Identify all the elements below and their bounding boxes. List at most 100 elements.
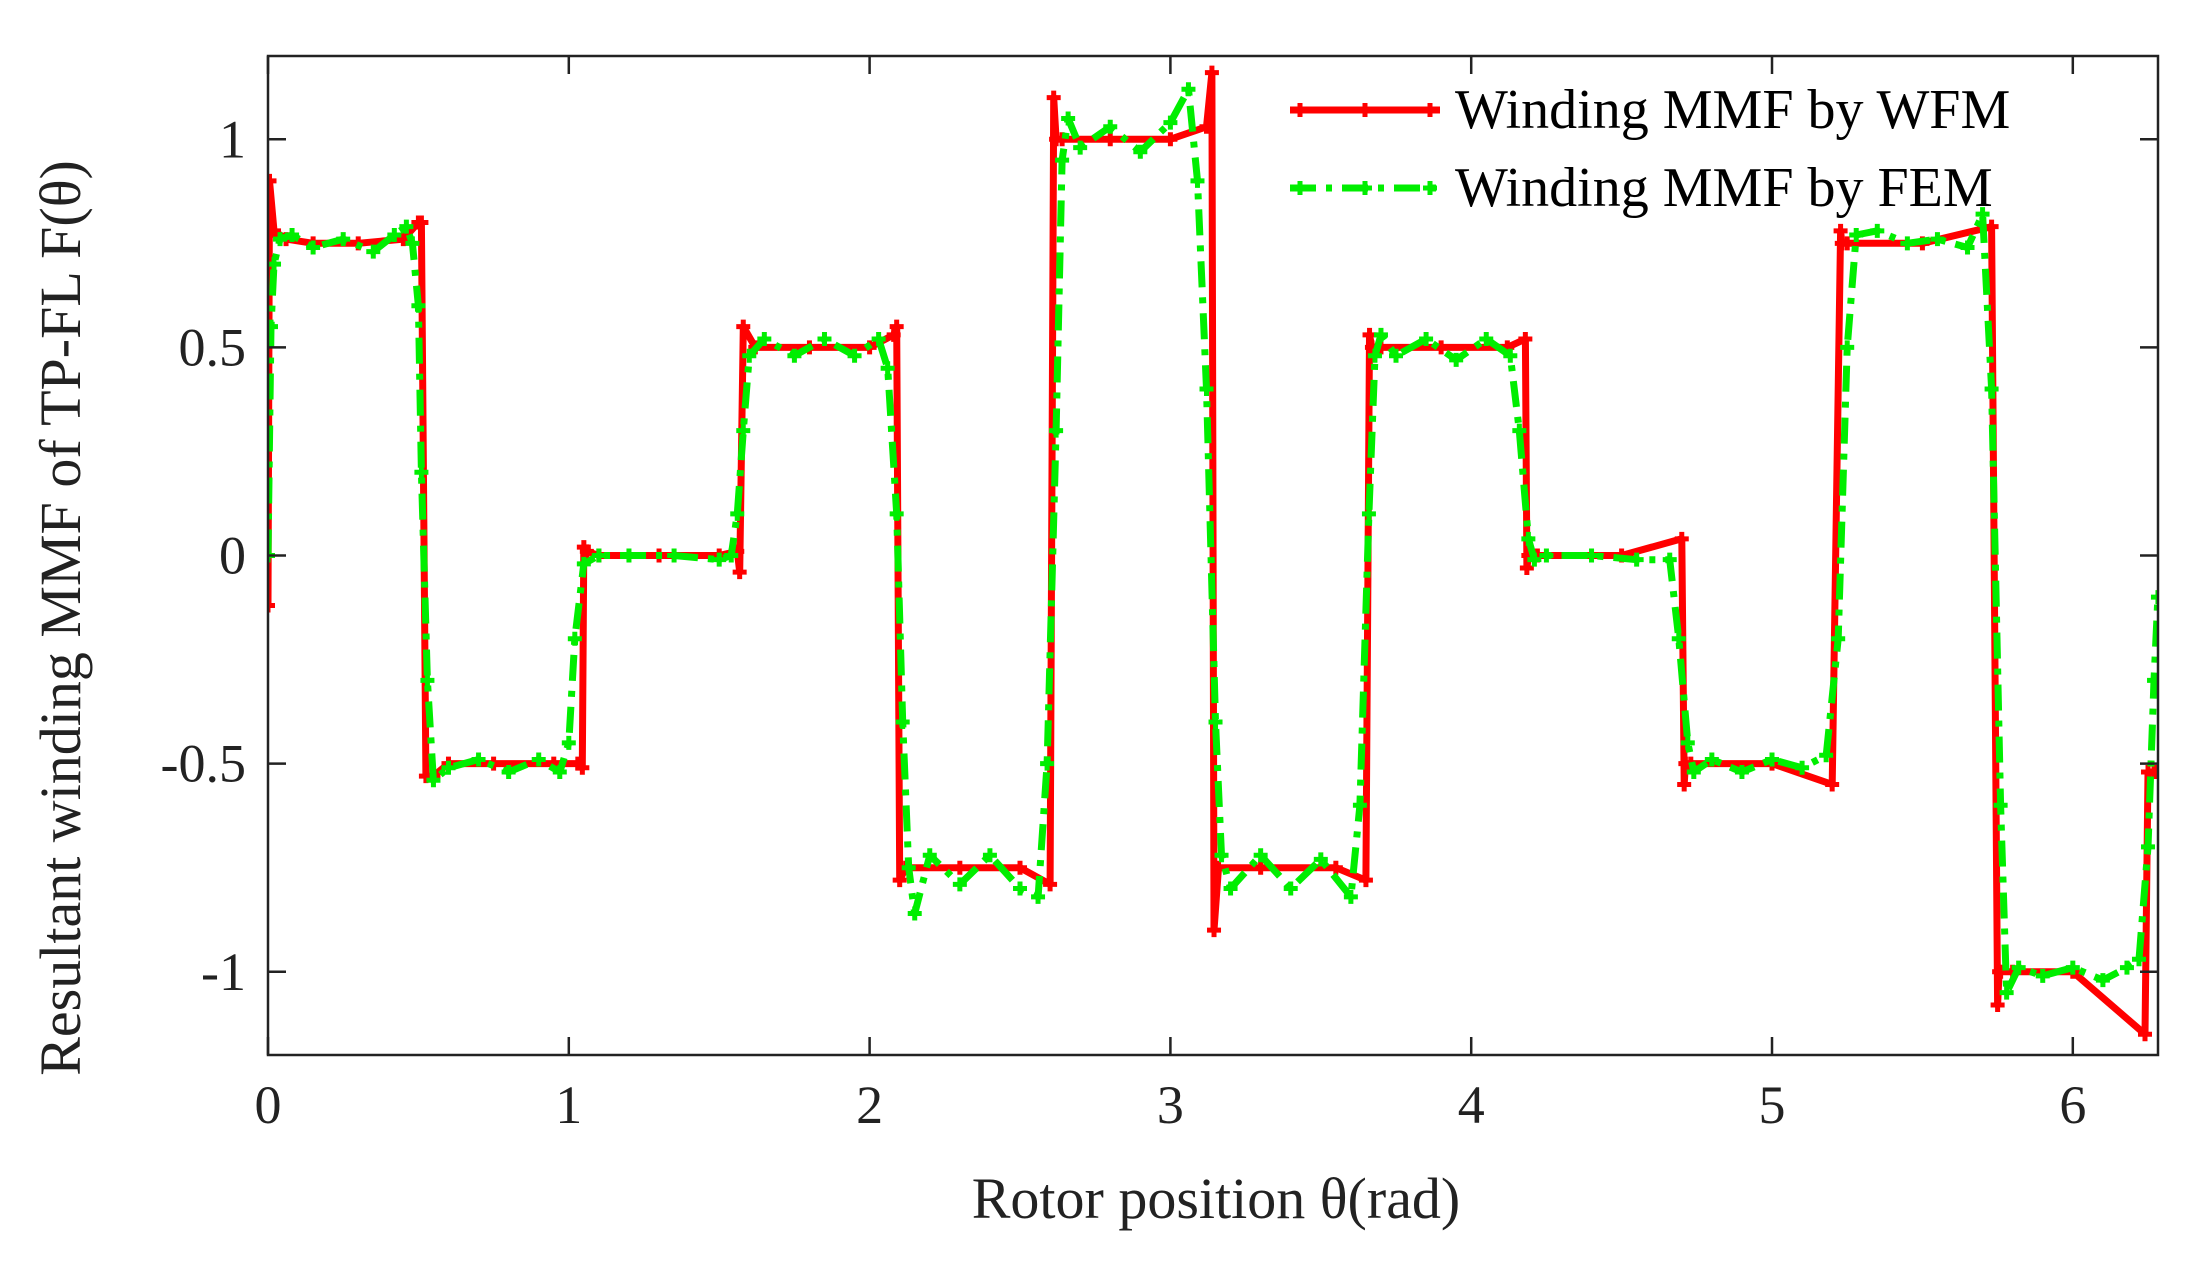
data-point	[285, 227, 300, 242]
data-point	[1521, 531, 1536, 546]
data-point	[952, 877, 967, 892]
data-point	[1984, 219, 1999, 234]
x-tick-label: 1	[555, 1075, 582, 1135]
y-tick-label: -1	[201, 942, 246, 1002]
y-tick-label: 0	[219, 526, 246, 586]
data-point	[1960, 240, 1975, 255]
data-point	[1214, 848, 1229, 863]
data-point	[1662, 552, 1677, 567]
data-point	[2065, 960, 2080, 975]
legend: Winding MMF by WFM Winding MMF by FEM	[1290, 79, 2010, 219]
data-point	[1199, 382, 1214, 396]
data-point	[907, 906, 922, 921]
data-point	[1211, 860, 1226, 875]
data-point	[1984, 382, 1999, 396]
data-point	[1043, 877, 1058, 892]
data-point	[1046, 90, 1061, 105]
data-point	[724, 548, 739, 563]
data-point	[1199, 119, 1214, 134]
legend-marker	[1423, 103, 1437, 117]
data-point	[895, 715, 910, 729]
plot-area	[268, 65, 2158, 1042]
y-tick-label: 1	[219, 109, 246, 169]
data-point	[1328, 860, 1343, 875]
data-point	[576, 556, 591, 571]
data-point	[1373, 327, 1388, 342]
data-point	[1518, 332, 1533, 347]
data-point	[1990, 998, 2005, 1013]
y-tick-label: -0.5	[161, 734, 246, 794]
data-point	[1055, 132, 1070, 147]
data-point	[1930, 232, 1945, 247]
data-point	[2095, 973, 2110, 988]
legend-entry-2: Winding MMF by FEM	[1290, 157, 1993, 219]
data-point	[268, 319, 279, 334]
data-point	[1181, 82, 1196, 97]
data-point	[901, 860, 916, 875]
legend-entry-1: Winding MMF by WFM	[1290, 79, 2010, 141]
data-point	[268, 257, 282, 272]
data-point	[871, 332, 886, 347]
data-point	[889, 506, 904, 521]
data-point	[268, 598, 275, 613]
x-tick-label: 5	[1759, 1075, 1786, 1135]
legend-label: Winding MMF by WFM	[1455, 79, 2010, 141]
x-tick-label: 3	[1157, 1075, 1184, 1135]
data-point	[1765, 752, 1780, 767]
data-point	[420, 673, 435, 688]
data-point	[1253, 848, 1268, 863]
data-point	[730, 506, 745, 521]
data-point	[1358, 873, 1373, 888]
data-point	[952, 860, 967, 875]
data-point	[1163, 115, 1178, 130]
data-point	[736, 319, 751, 334]
legend-marker	[1293, 103, 1307, 117]
data-point	[1519, 560, 1534, 575]
data-point	[1103, 119, 1118, 134]
data-point	[1840, 340, 1855, 355]
data-point	[1795, 760, 1810, 775]
data-point	[1073, 140, 1088, 155]
data-point	[1190, 173, 1205, 188]
x-tick-label: 6	[2059, 1075, 2086, 1135]
data-point	[742, 348, 757, 363]
data-point	[1479, 332, 1494, 347]
data-point	[1900, 236, 1915, 251]
data-point	[892, 873, 907, 888]
data-point	[426, 773, 441, 788]
y-axis-title: Resultant winding MMF of TP-FL F(θ)	[28, 160, 93, 1076]
data-point	[982, 848, 997, 863]
data-point	[567, 631, 582, 646]
data-point	[1049, 423, 1064, 438]
data-point	[886, 327, 901, 342]
data-point	[1449, 352, 1464, 367]
data-point	[1352, 798, 1367, 813]
data-point	[336, 232, 351, 247]
data-point	[757, 332, 772, 347]
data-point	[1539, 548, 1554, 563]
legend-marker	[1293, 181, 1307, 195]
data-point	[667, 548, 682, 563]
x-tick-label: 4	[1458, 1075, 1485, 1135]
data-point	[1734, 764, 1749, 779]
data-point	[1629, 552, 1644, 567]
data-point	[1503, 348, 1518, 363]
x-tick-label: 0	[255, 1075, 282, 1135]
data-point	[1527, 552, 1542, 567]
data-point	[399, 219, 414, 234]
data-point	[1207, 923, 1222, 938]
data-point	[1208, 715, 1223, 729]
data-point	[1055, 153, 1070, 168]
data-point	[471, 752, 486, 767]
data-point	[2138, 1027, 2153, 1042]
data-point	[1013, 881, 1028, 896]
data-point	[922, 848, 937, 863]
legend-label: Winding MMF by FEM	[1455, 157, 1993, 219]
axes: 0 1 2 3 4 5 6 1 0.5 0 -0.5 -1	[161, 54, 2160, 1135]
data-point	[387, 227, 402, 242]
data-point	[1704, 752, 1719, 767]
data-point	[273, 232, 288, 247]
data-point	[1671, 631, 1686, 646]
data-point	[306, 240, 321, 255]
